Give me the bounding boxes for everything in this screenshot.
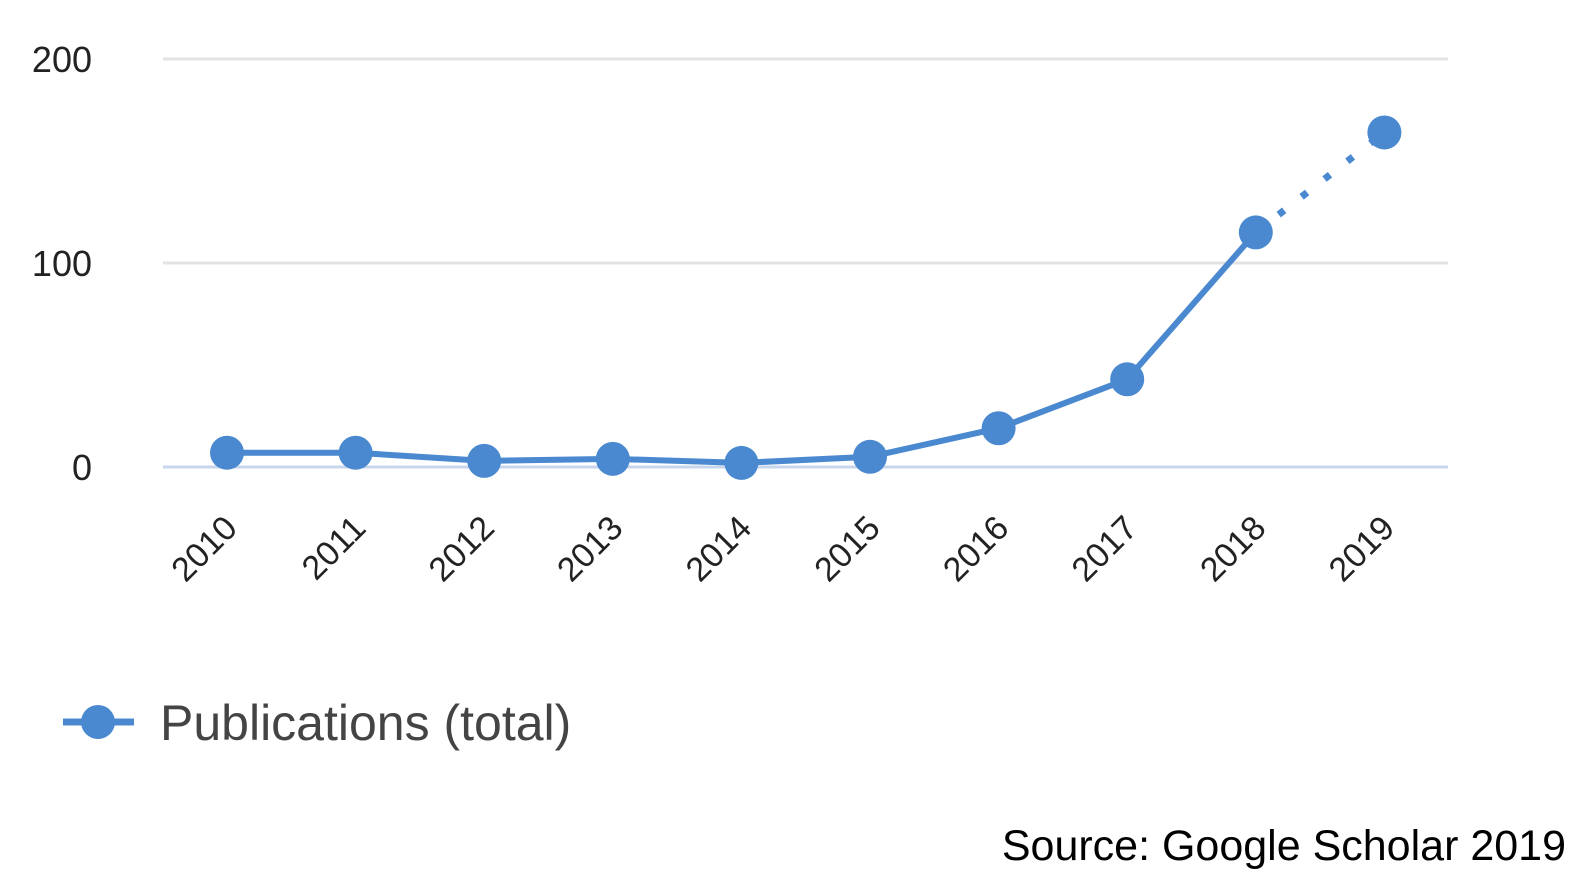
x-tick-label: 2013 [550, 509, 630, 589]
data-point-2019 [1367, 115, 1402, 150]
y-tick-label: 200 [32, 39, 92, 80]
legend-marker [81, 705, 115, 739]
x-tick-label: 2017 [1065, 509, 1145, 589]
y-axis-ticks: 0 100 200 [32, 39, 92, 488]
x-tick-label: 2012 [422, 509, 502, 589]
x-tick-label: 2018 [1193, 509, 1273, 589]
source-caption: Source: Google Scholar 2019 [1001, 822, 1566, 870]
legend: Publications (total) [63, 695, 571, 751]
data-point-2013 [595, 441, 630, 476]
x-tick-label: 2019 [1322, 509, 1402, 589]
data-point-2014 [724, 445, 759, 480]
x-tick-label: 2010 [164, 509, 244, 589]
legend-label: Publications (total) [160, 695, 571, 751]
grid-lines [163, 57, 1448, 469]
x-tick-label: 2016 [936, 509, 1016, 589]
data-point-2012 [467, 443, 502, 478]
x-tick-label: 2014 [679, 509, 759, 589]
data-point-2010 [210, 435, 244, 470]
data-point-2015 [853, 439, 887, 474]
series-publications-total [210, 115, 1402, 480]
series-projection-line [1253, 129, 1387, 236]
x-tick-label: 2011 [295, 509, 374, 588]
series-line [224, 229, 1259, 466]
data-point-2011 [338, 435, 373, 470]
data-point-2016 [981, 411, 1016, 446]
y-tick-label: 0 [72, 447, 92, 488]
x-axis-ticks: 2010 2011 2012 2013 2014 2015 2016 2017 2018 2019 [164, 509, 1402, 589]
data-point-2017 [1110, 362, 1145, 397]
y-tick-label: 100 [32, 243, 92, 284]
x-tick-label: 2015 [807, 509, 887, 589]
data-point-2018 [1238, 215, 1273, 250]
